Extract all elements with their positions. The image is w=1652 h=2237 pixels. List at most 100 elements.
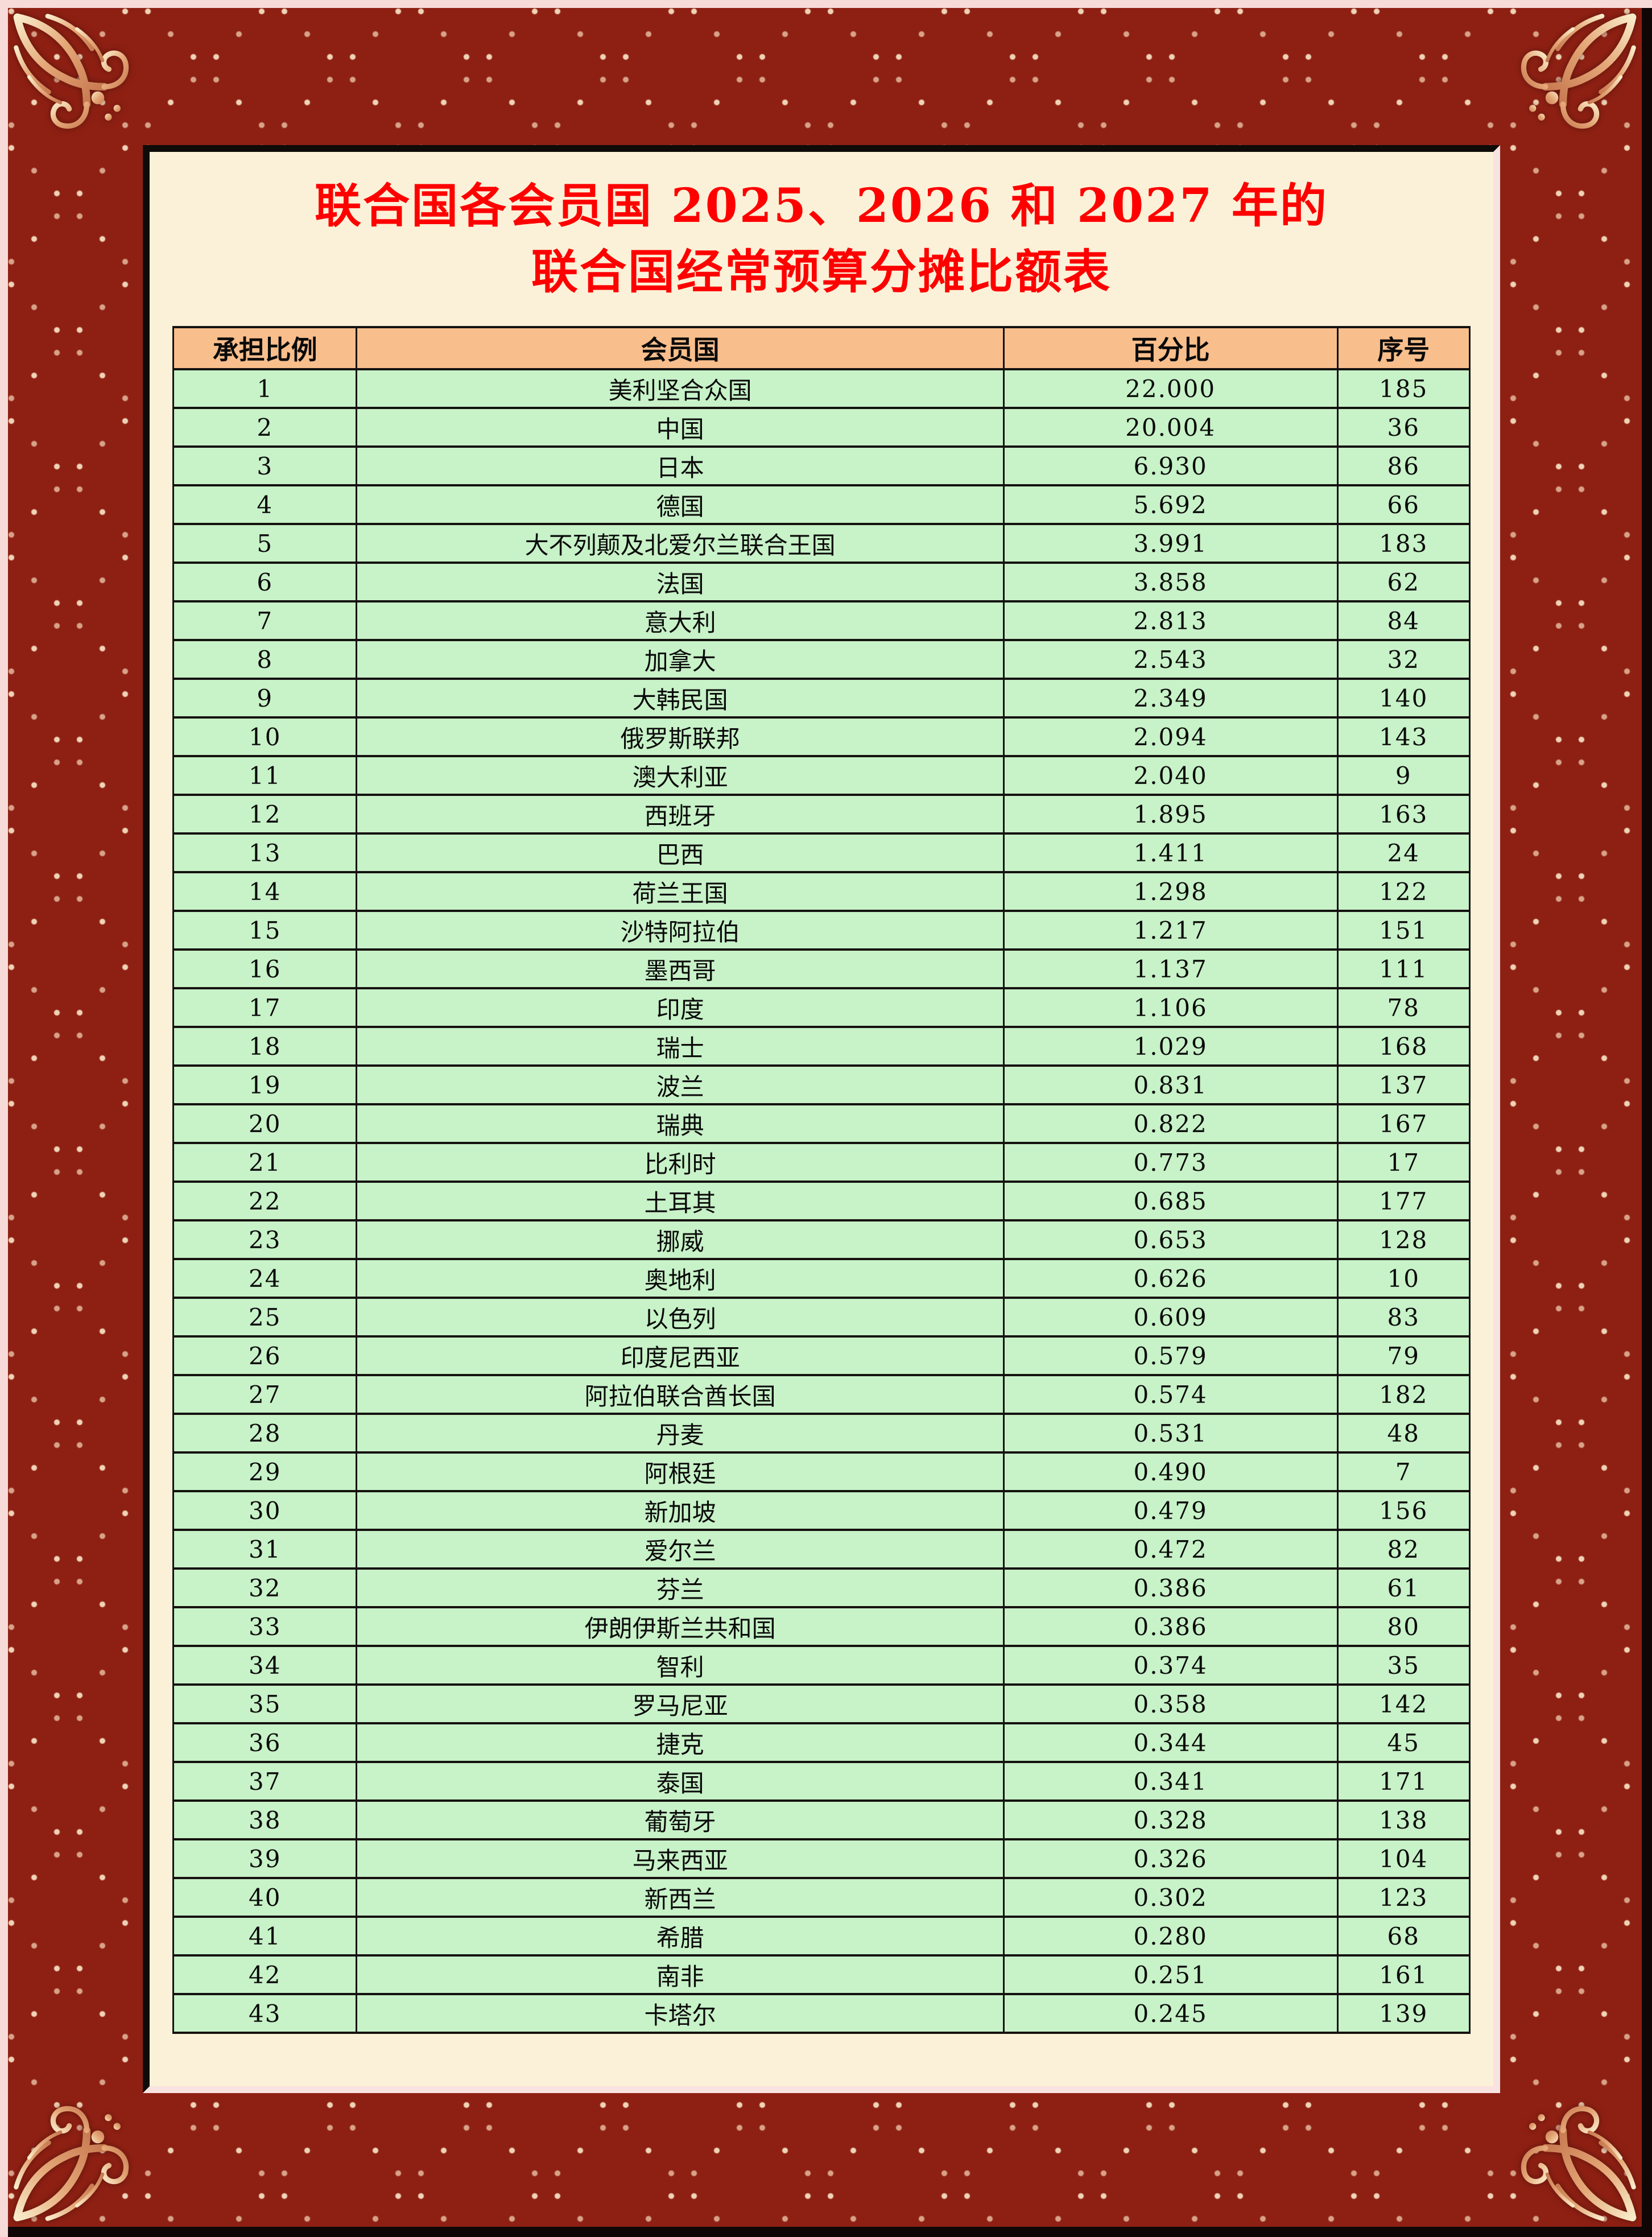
serial-cell: 111 xyxy=(1336,948,1471,989)
serial-cell: 86 xyxy=(1336,445,1471,486)
percent-cell: 0.574 xyxy=(1002,1374,1339,1415)
table-row: 18 瑞士 1.029 168 xyxy=(172,1026,1471,1067)
table-row: 24 奥地利 0.626 10 xyxy=(172,1258,1471,1299)
rank-cell: 9 xyxy=(172,678,358,719)
table-row: 43 卡塔尔 0.245 139 xyxy=(172,1993,1471,2034)
table-row: 30 新加坡 0.479 156 xyxy=(172,1490,1471,1531)
serial-cell: 10 xyxy=(1336,1258,1471,1299)
table-row: 10 俄罗斯联邦 2.094 143 xyxy=(172,716,1471,757)
table-row: 6 法国 3.858 62 xyxy=(172,562,1471,602)
percent-cell: 3.858 xyxy=(1002,562,1339,602)
percent-cell: 0.822 xyxy=(1002,1103,1339,1144)
percent-cell: 0.531 xyxy=(1002,1413,1339,1454)
percent-cell: 2.543 xyxy=(1002,639,1339,680)
country-cell: 墨西哥 xyxy=(356,948,1005,989)
table-row: 17 印度 1.106 78 xyxy=(172,987,1471,1028)
percent-cell: 1.029 xyxy=(1002,1026,1339,1067)
serial-cell: 78 xyxy=(1336,987,1471,1028)
table-row: 25 以色列 0.609 83 xyxy=(172,1297,1471,1338)
rank-cell: 40 xyxy=(172,1877,358,1918)
country-cell: 西班牙 xyxy=(356,794,1005,835)
serial-cell: 161 xyxy=(1336,1954,1471,1995)
serial-cell: 68 xyxy=(1336,1916,1471,1957)
corner-flourish-icon xyxy=(13,2106,129,2222)
table-row: 37 泰国 0.341 171 xyxy=(172,1761,1471,1802)
column-header-rank: 承担比例 xyxy=(172,326,358,370)
assessment-table: 承担比例 会员国 百分比 序号 1 美利坚合众国 22.000 185 2 中国… xyxy=(172,326,1471,2034)
country-cell: 以色列 xyxy=(356,1297,1005,1338)
table-row: 23 挪威 0.653 128 xyxy=(172,1219,1471,1260)
table-row: 9 大韩民国 2.349 140 xyxy=(172,678,1471,719)
serial-cell: 9 xyxy=(1336,755,1471,796)
percent-cell: 0.773 xyxy=(1002,1142,1339,1183)
percent-cell: 0.685 xyxy=(1002,1181,1339,1221)
rank-cell: 31 xyxy=(172,1529,358,1570)
percent-cell: 3.991 xyxy=(1002,523,1339,564)
serial-cell: 83 xyxy=(1336,1297,1471,1338)
rank-cell: 3 xyxy=(172,445,358,486)
country-cell: 爱尔兰 xyxy=(356,1529,1005,1570)
rank-cell: 8 xyxy=(172,639,358,680)
percent-cell: 0.479 xyxy=(1002,1490,1339,1531)
serial-cell: 168 xyxy=(1336,1026,1471,1067)
percent-cell: 0.490 xyxy=(1002,1451,1339,1492)
country-cell: 澳大利亚 xyxy=(356,755,1005,796)
serial-cell: 140 xyxy=(1336,678,1471,719)
corner-flourish-icon xyxy=(1521,13,1637,129)
serial-cell: 138 xyxy=(1336,1799,1471,1840)
percent-cell: 2.349 xyxy=(1002,678,1339,719)
rank-cell: 43 xyxy=(172,1993,358,2034)
table-row: 33 伊朗伊斯兰共和国 0.386 80 xyxy=(172,1606,1471,1647)
rank-cell: 28 xyxy=(172,1413,358,1454)
page-title-line-2: 联合国经常预算分摊比额表 xyxy=(531,245,1112,299)
table-row: 15 沙特阿拉伯 1.217 151 xyxy=(172,910,1471,951)
country-cell: 印度 xyxy=(356,987,1005,1028)
country-cell: 卡塔尔 xyxy=(356,1993,1005,2034)
country-cell: 南非 xyxy=(356,1954,1005,1995)
table-row: 31 爱尔兰 0.472 82 xyxy=(172,1529,1471,1570)
table-row: 20 瑞典 0.822 167 xyxy=(172,1103,1471,1144)
serial-cell: 82 xyxy=(1336,1529,1471,1570)
table-row: 21 比利时 0.773 17 xyxy=(172,1142,1471,1183)
country-cell: 大不列颠及北爱尔兰联合王国 xyxy=(356,523,1005,564)
table-row: 41 希腊 0.280 68 xyxy=(172,1916,1471,1957)
document-title: 联合国各会员国 2025、2026 和 2027 年的 联合国经常预算分摊比额表 xyxy=(150,152,1493,326)
percent-cell: 2.094 xyxy=(1002,716,1339,757)
serial-cell: 171 xyxy=(1336,1761,1471,1802)
table-row: 36 捷克 0.344 45 xyxy=(172,1722,1471,1763)
percent-cell: 0.251 xyxy=(1002,1954,1339,1995)
percent-cell: 6.930 xyxy=(1002,445,1339,486)
serial-cell: 32 xyxy=(1336,639,1471,680)
table-row: 19 波兰 0.831 137 xyxy=(172,1064,1471,1105)
percent-cell: 0.579 xyxy=(1002,1335,1339,1376)
table-row: 14 荷兰王国 1.298 122 xyxy=(172,871,1471,912)
table-row: 22 土耳其 0.685 177 xyxy=(172,1181,1471,1221)
table-row: 35 罗马尼亚 0.358 142 xyxy=(172,1683,1471,1724)
table-row: 12 西班牙 1.895 163 xyxy=(172,794,1471,835)
serial-cell: 24 xyxy=(1336,832,1471,873)
serial-cell: 122 xyxy=(1336,871,1471,912)
percent-cell: 5.692 xyxy=(1002,484,1339,525)
table-row: 4 德国 5.692 66 xyxy=(172,484,1471,525)
rank-cell: 21 xyxy=(172,1142,358,1183)
document-sheet: 联合国各会员国 2025、2026 和 2027 年的 联合国经常预算分摊比额表… xyxy=(143,145,1500,2093)
country-cell: 挪威 xyxy=(356,1219,1005,1260)
percent-cell: 0.326 xyxy=(1002,1838,1339,1879)
table-row: 7 意大利 2.813 84 xyxy=(172,600,1471,641)
rank-cell: 23 xyxy=(172,1219,358,1260)
country-cell: 奥地利 xyxy=(356,1258,1005,1299)
rank-cell: 19 xyxy=(172,1064,358,1105)
serial-cell: 80 xyxy=(1336,1606,1471,1647)
table-row: 26 印度尼西亚 0.579 79 xyxy=(172,1335,1471,1376)
country-cell: 美利坚合众国 xyxy=(356,368,1005,409)
table-row: 38 葡萄牙 0.328 138 xyxy=(172,1799,1471,1840)
rank-cell: 20 xyxy=(172,1103,358,1144)
percent-cell: 0.472 xyxy=(1002,1529,1339,1570)
percent-cell: 1.411 xyxy=(1002,832,1339,873)
serial-cell: 139 xyxy=(1336,1993,1471,2034)
corner-flourish-icon xyxy=(1521,2106,1637,2222)
table-row: 32 芬兰 0.386 61 xyxy=(172,1567,1471,1608)
country-cell: 日本 xyxy=(356,445,1005,486)
country-cell: 加拿大 xyxy=(356,639,1005,680)
serial-cell: 156 xyxy=(1336,1490,1471,1531)
